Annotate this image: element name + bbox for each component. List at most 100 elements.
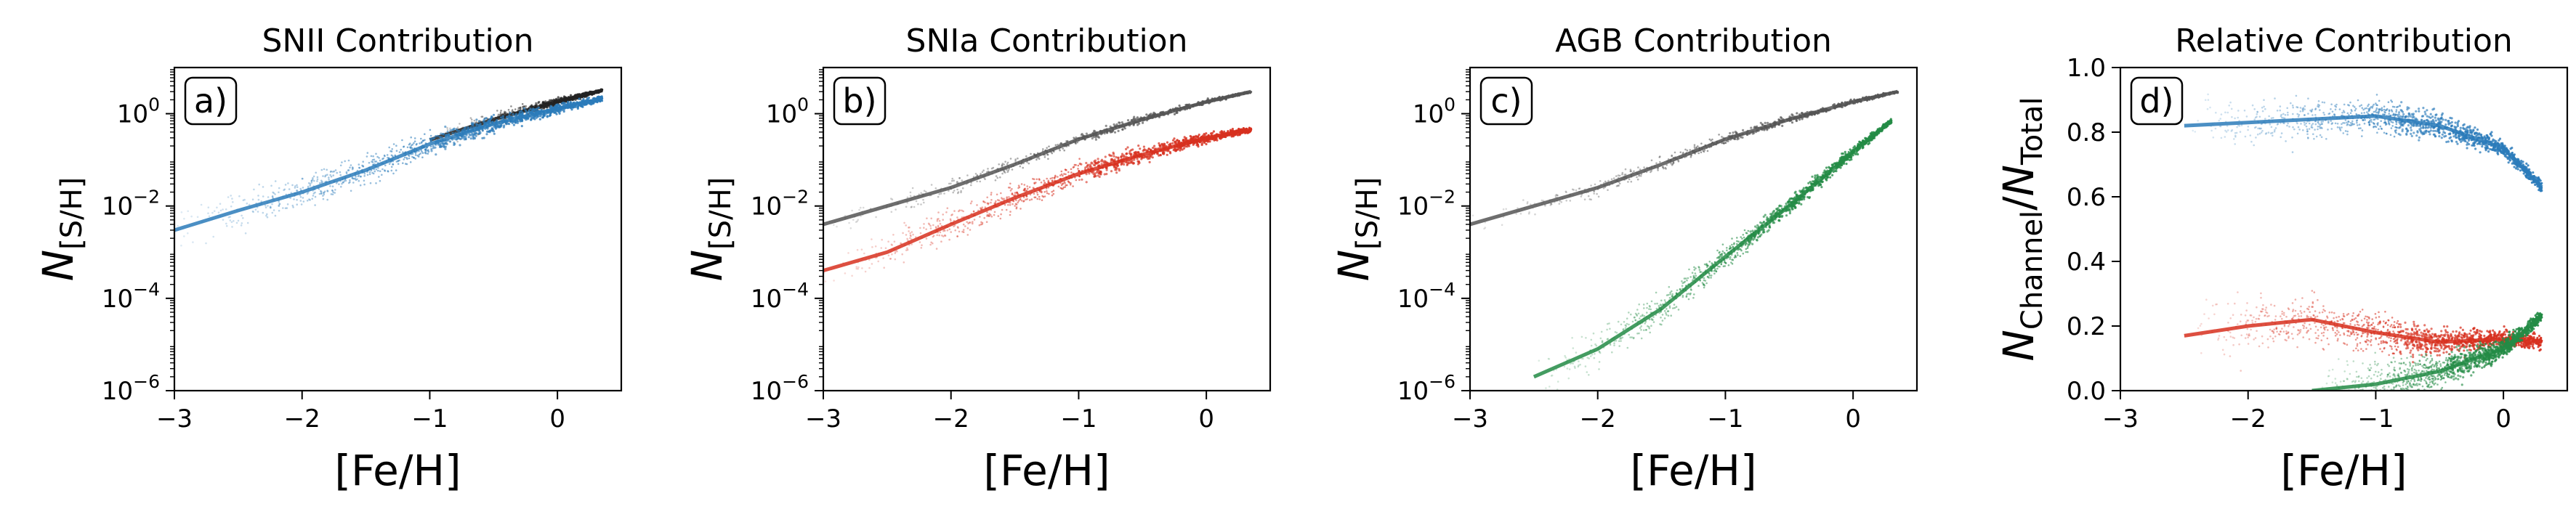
data-point (363, 179, 366, 182)
data-point (1085, 161, 1088, 165)
data-point (1593, 192, 1595, 195)
data-point (1549, 204, 1552, 206)
data-point (1046, 153, 1049, 156)
data-point (1062, 186, 1065, 189)
data-point (1113, 131, 1117, 134)
data-point (1003, 170, 1006, 172)
data-point (421, 156, 424, 158)
data-point (1630, 170, 1632, 172)
data-point (424, 149, 427, 152)
data-point (331, 171, 334, 173)
data-point (283, 189, 285, 192)
data-point (1761, 123, 1764, 126)
data-point (251, 210, 254, 213)
data-point (862, 206, 865, 209)
data-point (1052, 190, 1055, 192)
data-point (177, 224, 179, 227)
data-point (296, 190, 299, 192)
data-point (318, 188, 320, 190)
data-point (911, 231, 913, 233)
data-point (473, 119, 476, 122)
data-point (219, 209, 222, 212)
data-point (312, 178, 314, 181)
data-point (1118, 121, 1121, 124)
data-point (923, 227, 925, 229)
data-point (1089, 163, 1091, 166)
data-point (417, 155, 420, 158)
data-point (930, 184, 933, 186)
data-point (910, 235, 912, 237)
data-point (1636, 178, 1639, 181)
data-point (1522, 199, 1525, 201)
data-point (330, 193, 333, 195)
data-point (1043, 179, 1045, 182)
data-point (990, 193, 993, 196)
data-point (871, 246, 873, 248)
data-point (1015, 207, 1018, 210)
data-point (895, 208, 897, 211)
data-point (511, 121, 514, 124)
data-point (445, 142, 448, 146)
data-point (1030, 198, 1033, 200)
data-point (979, 216, 981, 218)
data-point (1677, 160, 1680, 163)
data-point (893, 240, 896, 243)
data-point (958, 230, 961, 233)
data-point (1004, 171, 1006, 174)
data-point (948, 228, 951, 231)
data-point (1727, 139, 1729, 142)
data-point (1075, 163, 1077, 166)
data-point (985, 221, 988, 224)
data-point (190, 215, 193, 218)
data-point (857, 268, 859, 270)
data-point (442, 133, 445, 136)
data-point (980, 208, 982, 211)
data-point (1060, 173, 1063, 176)
data-point (429, 129, 432, 131)
data-point (271, 211, 274, 214)
data-point (995, 200, 997, 203)
data-point (864, 270, 867, 273)
data-point (1070, 182, 1072, 184)
data-point (504, 111, 507, 113)
data-point (510, 105, 512, 107)
data-point (1639, 168, 1642, 171)
data-point (1085, 173, 1088, 176)
data-point (1196, 143, 1199, 146)
data-point (183, 235, 185, 237)
data-point (942, 235, 945, 237)
data-point (990, 192, 993, 194)
data-point (331, 193, 334, 196)
data-point (1759, 121, 1762, 124)
data-point (1069, 184, 1072, 186)
plot-area (823, 89, 1253, 282)
data-point (1745, 251, 1747, 253)
data-point (1016, 191, 1018, 194)
data-point (1004, 203, 1006, 206)
data-point (973, 219, 976, 221)
data-point (1048, 145, 1050, 147)
data-point (1054, 177, 1056, 179)
data-point (316, 180, 318, 182)
data-point (1121, 121, 1123, 124)
data-point (1006, 196, 1008, 198)
data-point (1041, 195, 1043, 198)
data-point (990, 199, 993, 201)
data-point (358, 163, 360, 166)
data-point (1136, 158, 1139, 160)
data-point (1184, 139, 1187, 142)
data-point (1181, 148, 1184, 151)
data-point (1505, 208, 1507, 211)
data-point (449, 129, 452, 132)
data-point (1014, 194, 1017, 197)
data-point (349, 166, 351, 168)
data-point (1051, 176, 1054, 179)
data-point (990, 213, 992, 216)
data-point (1134, 152, 1136, 155)
data-point (1043, 195, 1046, 198)
data-point (1036, 191, 1038, 194)
data-point (1012, 200, 1015, 203)
data-point (1008, 196, 1010, 198)
data-point (1097, 158, 1099, 160)
data-point (906, 196, 909, 199)
